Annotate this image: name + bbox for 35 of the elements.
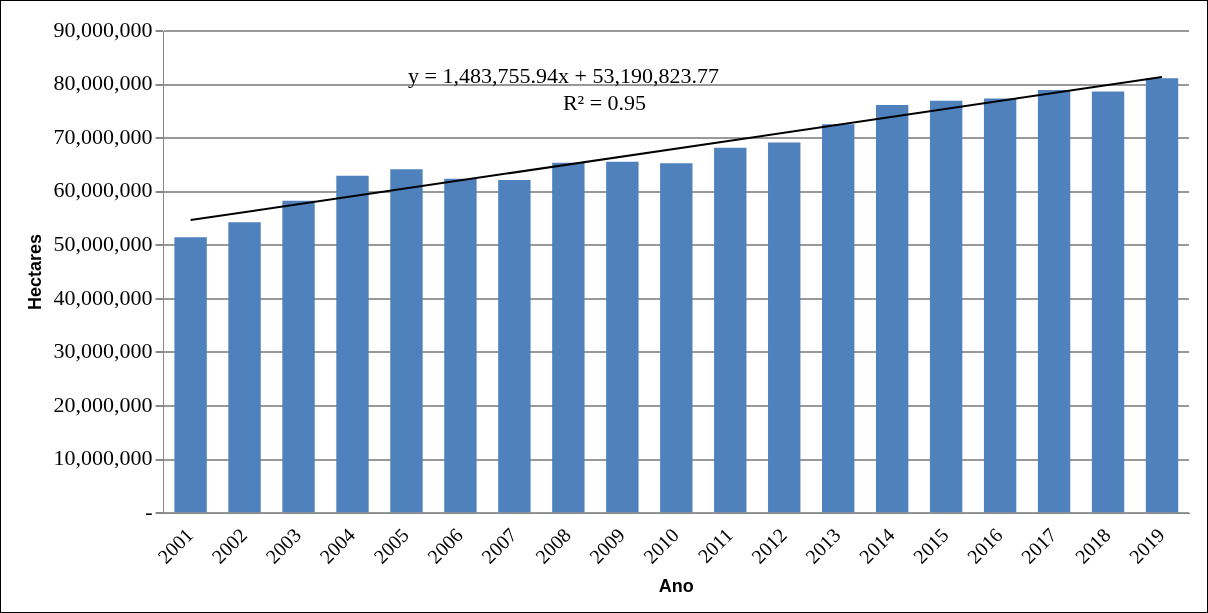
x-tick-label: 2001 bbox=[153, 523, 198, 568]
bar bbox=[1145, 78, 1179, 513]
y-tick-label: - bbox=[145, 498, 153, 524]
bar bbox=[822, 124, 855, 513]
bar bbox=[660, 163, 693, 513]
y-tick-label: 50,000,000 bbox=[53, 231, 153, 257]
bar bbox=[1091, 91, 1125, 513]
bar bbox=[606, 161, 639, 513]
y-tick-label: 70,000,000 bbox=[53, 123, 153, 149]
bar bbox=[552, 162, 585, 513]
y-tick-label: 30,000,000 bbox=[53, 338, 153, 364]
y-tick-label: 40,000,000 bbox=[53, 284, 153, 310]
x-tick-label: 2011 bbox=[693, 523, 737, 567]
y-tick-label: 20,000,000 bbox=[53, 391, 153, 417]
bar bbox=[282, 200, 315, 513]
bar bbox=[768, 142, 801, 513]
annotation: y = 1,483,755.94x + 53,190,823.77 bbox=[408, 62, 719, 88]
bar bbox=[174, 237, 207, 513]
x-axis-title: Ano bbox=[658, 576, 694, 597]
y-tick-label: 90,000,000 bbox=[53, 16, 153, 42]
y-axis-title: Hectares bbox=[24, 234, 45, 311]
y-tick-label: 10,000,000 bbox=[53, 445, 153, 471]
bar bbox=[444, 178, 477, 513]
bar bbox=[498, 179, 531, 513]
bar bbox=[336, 175, 369, 513]
bar bbox=[983, 98, 1017, 513]
bar bbox=[390, 169, 423, 513]
y-tick-label: 80,000,000 bbox=[53, 70, 153, 96]
y-tick-label: 60,000,000 bbox=[53, 177, 153, 203]
bar bbox=[875, 104, 909, 513]
bar bbox=[1037, 89, 1071, 513]
bar bbox=[228, 222, 261, 513]
bar bbox=[714, 147, 747, 513]
bar bbox=[929, 100, 963, 513]
annotation: R² = 0.95 bbox=[562, 89, 647, 115]
